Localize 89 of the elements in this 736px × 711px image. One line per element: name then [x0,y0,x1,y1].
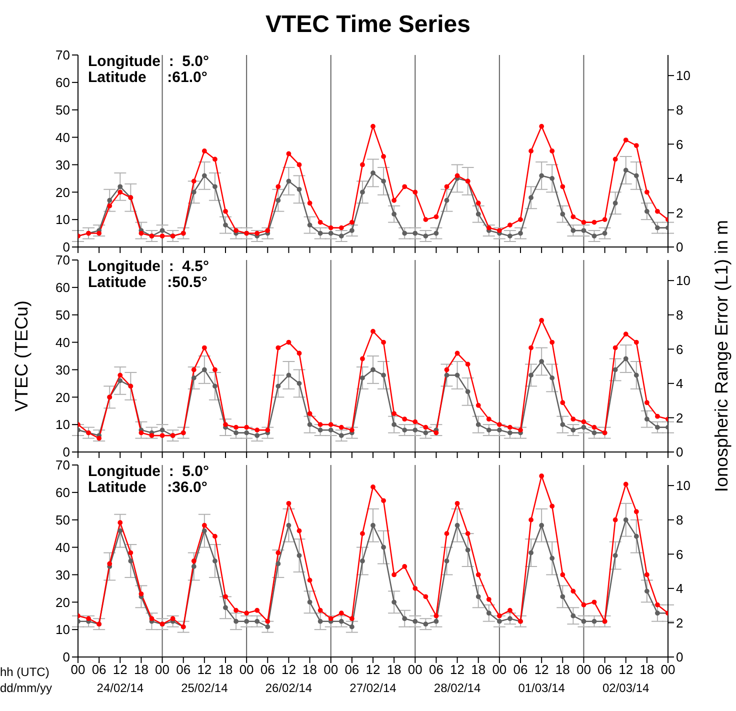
x-tick-label: 06 [598,662,612,678]
text: 01/03/14 [518,681,565,695]
x-tick-label: 00 [408,662,422,678]
y-tick-label: 70 [56,252,70,268]
y2-axis-title: Ionospheric Range Error (L1) in m [712,220,732,492]
y2-tick-label: 6 [676,342,684,357]
y2-tick-label: 4 [676,581,684,596]
y-tick-label: 10 [56,622,70,638]
y-tick-label: 20 [56,594,70,610]
x-tick-label: 18 [134,662,148,678]
x-tick-label: 18 [302,662,318,678]
x-tick-label: 12 [366,662,380,678]
x-tick-label: 18 [218,662,233,678]
x-tick-label: 00 [239,662,254,678]
y-tick-label: 30 [56,362,70,378]
y2-tick-label: 4 [676,171,684,186]
text: 25/02/14 [181,681,228,695]
chart-title: VTEC Time Series [266,11,470,39]
y-tick-label: 40 [56,334,70,350]
y2-tick-label: 0 [676,444,684,460]
y2-tick-label: 6 [676,546,684,562]
y-tick-label: 60 [56,280,70,296]
y-tick-label: 50 [56,102,70,118]
y2-tick-label: 6 [676,136,684,152]
x-tick-label: 18 [555,662,570,678]
y-tick-label: 30 [56,567,70,582]
x-tick-label: 00 [155,662,170,678]
y2-tick-label: 2 [676,615,684,630]
text: 02/03/14 [602,681,650,695]
x-tick-label: 06 [92,662,106,678]
x-tick-label: 06 [260,662,275,678]
x-tick-label: 00 [660,662,676,678]
y-tick-label: 10 [56,212,70,228]
text: 26/02/14 [265,681,312,695]
y-tick-label: 40 [56,130,70,145]
text: 28/02/14 [434,681,481,695]
y2-tick-label: 10 [676,68,690,84]
y-tick-label: 0 [62,240,70,255]
y-tick-label: 10 [56,417,70,432]
y-tick-label: 70 [56,458,70,473]
x-tick-label: 00 [492,662,507,678]
y-tick-label: 50 [56,512,70,528]
x-tick-label: 06 [428,662,444,678]
x-tick-label: 12 [112,662,128,678]
y2-tick-label: 0 [676,650,684,665]
annotation: Longitude : 5.0° [88,463,209,480]
text: dd/mm/yy [0,681,52,695]
y2-tick-label: 2 [676,410,684,426]
y2-tick-label: 10 [676,478,690,494]
x-tick-label: 06 [176,662,191,678]
y2-tick-label: 8 [676,512,684,528]
y-tick-label: 40 [56,540,70,555]
y-tick-label: 20 [56,390,70,405]
y2-tick-label: 4 [676,376,684,392]
y-tick-label: 0 [62,444,70,460]
y2-tick-label: 2 [676,205,684,220]
text: 24/02/14 [96,681,144,695]
x-tick-label: 06 [513,662,528,678]
x-tick-label: 00 [576,662,591,678]
x-tick-label: 06 [344,662,360,678]
x-tick-label: 12 [281,662,296,678]
y-tick-label: 60 [56,485,70,500]
y2-tick-label: 8 [676,307,684,322]
x-tick-label: 18 [640,662,654,678]
x-tick-label: 18 [471,662,486,678]
y-tick-label: 30 [56,157,70,172]
y-tick-label: 0 [62,650,70,665]
y-tick-label: 60 [56,75,70,90]
x-tick-label: 12 [618,662,634,678]
y-axis-title: VTEC (TECu) [12,300,32,412]
x-tick-label: 12 [197,662,212,678]
text: 27/02/14 [350,681,396,695]
annotation: Longitude : 4.5° [88,258,209,275]
annotation: Latitude :61.0° [88,69,208,86]
y2-tick-label: 10 [676,273,690,288]
y2-tick-label: 0 [676,240,684,255]
y-tick-label: 50 [56,307,70,322]
y2-tick-label: 8 [676,102,684,118]
x-tick-label: 00 [70,662,86,678]
annotation: Latitude :50.5° [88,274,208,291]
x-axis-title: hh (UTC) [0,665,50,679]
x-tick-label: 12 [534,662,549,678]
x-tick-label: 18 [386,662,402,678]
y-tick-label: 70 [56,48,70,63]
annotation: Latitude :36.0° [88,479,208,496]
x-tick-label: 00 [324,662,338,678]
y-tick-label: 20 [56,184,70,200]
annotation: Longitude : 5.0° [88,53,209,70]
x-tick-label: 12 [450,662,465,678]
